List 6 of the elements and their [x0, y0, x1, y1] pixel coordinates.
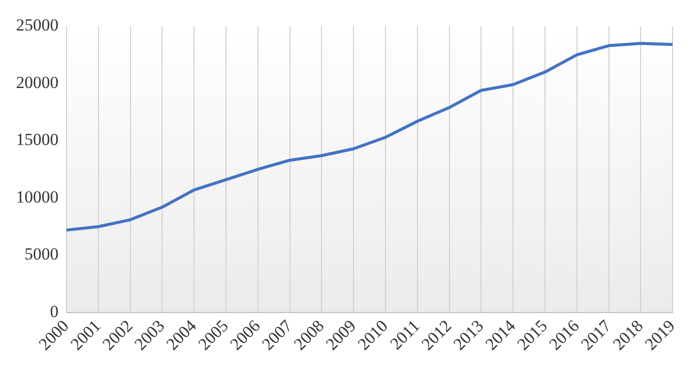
y-tick-label: 5000: [24, 244, 58, 264]
y-tick-label: 20000: [16, 72, 58, 92]
y-tick-label: 0: [50, 302, 58, 321]
y-tick-label: 10000: [16, 187, 58, 206]
y-tick-label: 15000: [16, 130, 58, 150]
y-tick-label: 25000: [16, 16, 58, 35]
